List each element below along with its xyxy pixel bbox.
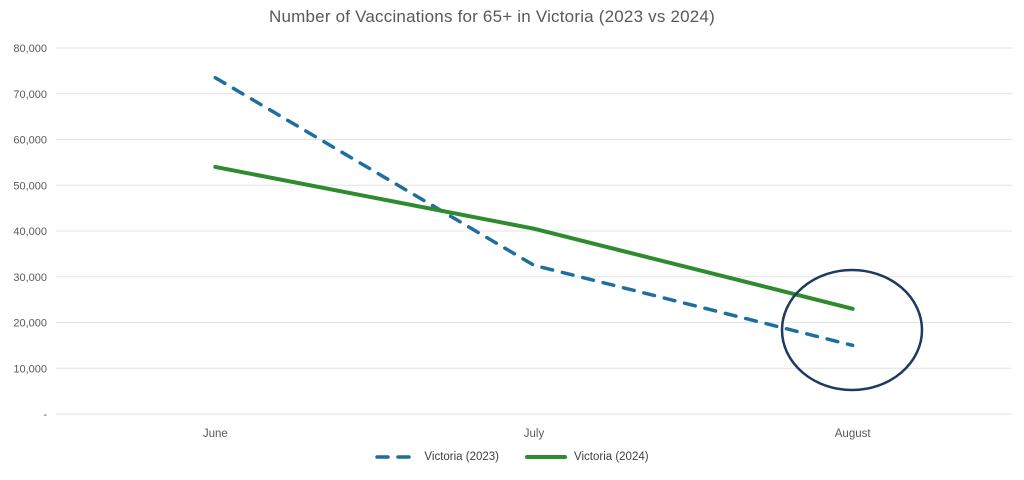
x-tick-label: August	[835, 428, 872, 440]
legend-label: Victoria (2023)	[424, 451, 499, 463]
y-tick-label: 50,000	[13, 180, 47, 192]
y-tick-label: 40,000	[13, 226, 47, 238]
legend-item-2024: Victoria (2024)	[525, 451, 649, 463]
y-tick-label: -	[43, 409, 47, 421]
series-line-victoria-2024-	[213, 164, 855, 311]
legend-item-2023: Victoria (2023)	[375, 451, 499, 463]
highlight-circle-annotation	[780, 268, 924, 392]
chart-title: Number of Vaccinations for 65+ in Victor…	[269, 7, 715, 26]
legend-label: Victoria (2024)	[574, 451, 649, 463]
x-tick-label: June	[203, 428, 228, 440]
y-tick-label: 80,000	[13, 43, 47, 55]
x-tick-label: July	[524, 428, 545, 440]
y-tick-label: 10,000	[13, 363, 47, 375]
legend-swatch-dashed-line	[375, 455, 418, 459]
y-tick-label: 30,000	[13, 272, 47, 284]
legend-swatch-solid-line	[525, 455, 567, 459]
y-tick-label: 60,000	[13, 135, 47, 147]
y-tick-label: 70,000	[13, 89, 47, 101]
chart-legend: Victoria (2023) Victoria (2024)	[0, 451, 1024, 463]
series-line-victoria-2023-	[213, 75, 855, 348]
y-tick-label: 20,000	[13, 318, 47, 330]
